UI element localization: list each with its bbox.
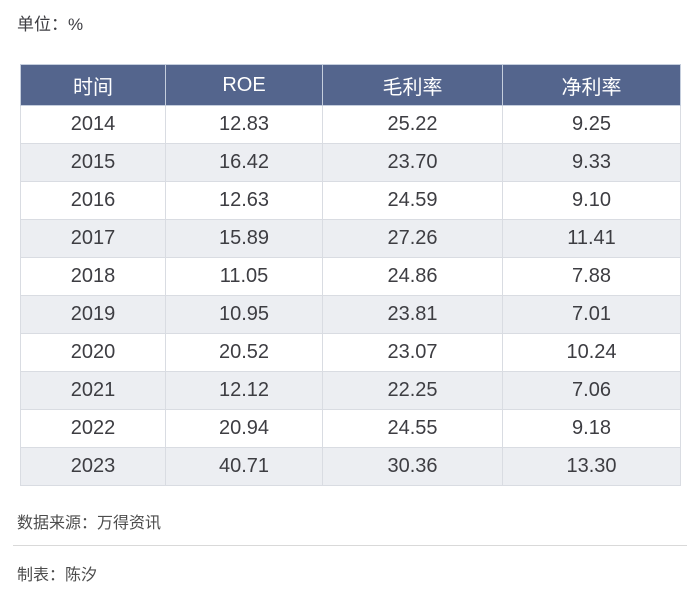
value-cell: 24.86 <box>322 257 503 296</box>
year-cell: 2014 <box>20 105 166 144</box>
table-row: 2022 20.94 24.55 9.18 <box>20 409 681 448</box>
value-cell: 23.70 <box>322 143 503 182</box>
year-cell: 2015 <box>20 143 166 182</box>
column-header-time: 时间 <box>20 64 166 106</box>
year-cell: 2023 <box>20 447 166 486</box>
value-cell: 23.07 <box>322 333 503 372</box>
footer-divider <box>13 545 687 546</box>
table-row: 2017 15.89 27.26 11.41 <box>20 219 681 258</box>
value-cell: 12.63 <box>165 181 323 220</box>
unit-label: 单位：% <box>17 15 84 34</box>
table-row: 2014 12.83 25.22 9.25 <box>20 105 681 144</box>
value-cell: 24.55 <box>322 409 503 448</box>
value-cell: 9.10 <box>502 181 681 220</box>
value-cell: 9.25 <box>502 105 681 144</box>
data-source-label: 数据来源：万得资讯 <box>17 515 162 532</box>
table-row: 2016 12.63 24.59 9.10 <box>20 181 681 220</box>
value-cell: 11.05 <box>165 257 323 296</box>
year-cell: 2020 <box>20 333 166 372</box>
value-cell: 9.33 <box>502 143 681 182</box>
value-cell: 30.36 <box>322 447 503 486</box>
author-label: 制表：陈汐 <box>17 567 98 584</box>
value-cell: 11.41 <box>502 219 681 258</box>
value-cell: 10.24 <box>502 333 681 372</box>
table-row: 2018 11.05 24.86 7.88 <box>20 257 681 296</box>
year-cell: 2019 <box>20 295 166 334</box>
value-cell: 12.83 <box>165 105 323 144</box>
year-cell: 2016 <box>20 181 166 220</box>
table-body: 2014 12.83 25.22 9.25 2015 16.42 23.70 9.33 2016… <box>20 105 681 486</box>
year-cell: 2021 <box>20 371 166 410</box>
value-cell: 7.01 <box>502 295 681 334</box>
value-cell: 20.52 <box>165 333 323 372</box>
column-header-net-margin: 净利率 <box>502 64 681 106</box>
year-cell: 2018 <box>20 257 166 296</box>
value-cell: 16.42 <box>165 143 323 182</box>
value-cell: 27.26 <box>322 219 503 258</box>
value-cell: 15.89 <box>165 219 323 258</box>
table-row: 2019 10.95 23.81 7.01 <box>20 295 681 334</box>
column-header-gross-margin: 毛利率 <box>322 64 503 106</box>
column-header-roe: ROE <box>165 64 323 106</box>
table-row: 2015 16.42 23.70 9.33 <box>20 143 681 182</box>
table-header: 时间 ROE 毛利率 净利率 <box>20 64 681 106</box>
value-cell: 23.81 <box>322 295 503 334</box>
value-cell: 7.06 <box>502 371 681 410</box>
value-cell: 12.12 <box>165 371 323 410</box>
table-row: 2021 12.12 22.25 7.06 <box>20 371 681 410</box>
value-cell: 13.30 <box>502 447 681 486</box>
table-row: 2020 20.52 23.07 10.24 <box>20 333 681 372</box>
table-row: 2023 40.71 30.36 13.30 <box>20 447 681 486</box>
value-cell: 25.22 <box>322 105 503 144</box>
value-cell: 20.94 <box>165 409 323 448</box>
value-cell: 24.59 <box>322 181 503 220</box>
value-cell: 9.18 <box>502 409 681 448</box>
year-cell: 2017 <box>20 219 166 258</box>
table-header-row: 时间 ROE 毛利率 净利率 <box>20 64 681 106</box>
financial-metrics-table: 时间 ROE 毛利率 净利率 2014 12.83 25.22 9.25 2015 16.… <box>20 64 681 486</box>
value-cell: 40.71 <box>165 447 323 486</box>
value-cell: 10.95 <box>165 295 323 334</box>
value-cell: 7.88 <box>502 257 681 296</box>
year-cell: 2022 <box>20 409 166 448</box>
value-cell: 22.25 <box>322 371 503 410</box>
